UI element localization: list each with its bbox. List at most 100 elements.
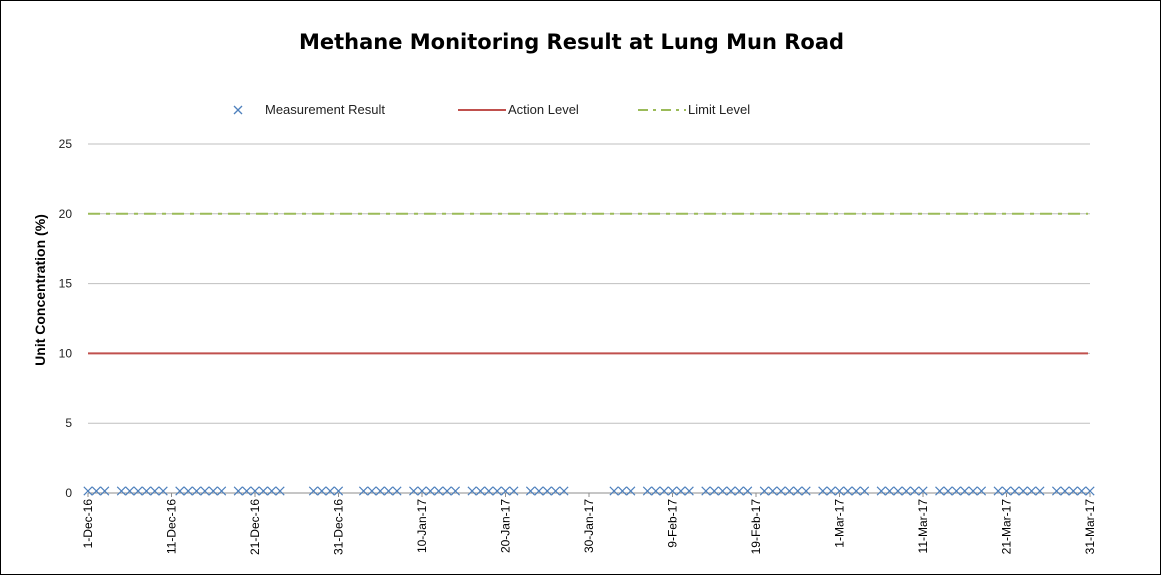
legend-solid-line-icon <box>458 109 506 111</box>
data-point-2017-02-15 <box>717 486 728 496</box>
data-point-2016-12-12 <box>175 486 185 496</box>
x-tick-label-11-Mar-17: 11-Mar-17 <box>916 499 930 554</box>
data-point-2016-12-28 <box>308 486 319 496</box>
x-tick-label-30-Jan-17: 30-Jan-17 <box>582 499 596 553</box>
data-point-2017-02-09 <box>667 486 678 496</box>
data-point-2017-03-13 <box>935 486 945 496</box>
data-point-2017-03-24 <box>1026 486 1037 496</box>
data-point-2016-12-24 <box>275 486 285 496</box>
data-point-2017-03-04 <box>859 486 870 496</box>
y-tick-label-15: 15 <box>59 277 73 291</box>
data-point-2017-03-07 <box>884 486 895 496</box>
data-point-2017-03-10 <box>910 486 920 496</box>
legend-x-marker-icon <box>233 105 243 115</box>
data-point-2016-12-02 <box>91 486 101 496</box>
y-tick-label-10: 10 <box>59 346 73 360</box>
data-point-2017-03-25 <box>1035 486 1045 496</box>
data-point-2016-12-06 <box>125 486 135 496</box>
data-point-2017-01-20 <box>500 486 511 496</box>
data-point-2017-01-25 <box>542 486 552 496</box>
data-point-2017-03-08 <box>893 486 903 496</box>
data-point-2016-12-15 <box>200 486 210 496</box>
legend-label-action: Action Level <box>508 102 579 117</box>
data-point-2017-03-22 <box>1010 486 1020 496</box>
data-point-2017-01-19 <box>492 486 502 496</box>
data-point-2017-03-06 <box>876 486 886 496</box>
data-point-2017-01-03 <box>358 486 369 496</box>
legend-label-limit: Limit Level <box>688 102 751 117</box>
data-point-2017-03-11 <box>918 486 928 496</box>
data-point-2017-01-23 <box>525 486 536 496</box>
data-point-2017-03-29 <box>1068 486 1078 496</box>
y-tick-label-25: 25 <box>59 137 73 151</box>
data-point-2017-01-27 <box>559 486 569 496</box>
data-point-2017-01-06 <box>383 486 394 496</box>
data-point-2017-02-25 <box>801 486 811 496</box>
data-point-2017-03-30 <box>1077 486 1087 496</box>
data-point-2017-01-24 <box>534 486 544 496</box>
data-point-2016-12-23 <box>267 486 277 496</box>
x-tick-label-21-Dec-16: 21-Dec-16 <box>248 499 262 555</box>
data-point-2017-03-31 <box>1085 486 1095 496</box>
x-tick-label-10-Jan-17: 10-Jan-17 <box>415 499 429 553</box>
x-tick-label-1-Mar-17: 1-Mar-17 <box>833 499 847 548</box>
data-point-2016-12-19 <box>233 486 243 496</box>
data-point-2017-01-12 <box>434 486 444 496</box>
data-point-2016-12-01 <box>83 486 93 496</box>
data-point-2017-03-23 <box>1018 486 1028 496</box>
data-point-2016-12-22 <box>258 486 268 496</box>
data-point-2017-02-18 <box>743 486 753 496</box>
x-tick-label-21-Mar-17: 21-Mar-17 <box>1000 499 1014 555</box>
data-point-2017-03-14 <box>943 486 953 496</box>
legend-dashdot-line-icon <box>638 109 686 111</box>
data-point-2017-01-05 <box>375 486 385 496</box>
legend-label-measurement: Measurement Result <box>265 102 385 117</box>
data-point-2016-12-31 <box>333 486 344 496</box>
data-point-2017-02-06 <box>642 486 653 496</box>
data-point-2017-01-16 <box>467 486 477 496</box>
data-point-2017-02-13 <box>701 486 711 496</box>
x-tick-label-31-Mar-17: 31-Mar-17 <box>1083 499 1097 555</box>
data-point-2017-01-07 <box>392 486 402 496</box>
data-point-2017-02-14 <box>709 486 719 496</box>
data-point-2017-03-03 <box>851 486 861 496</box>
data-point-2017-02-21 <box>768 486 778 496</box>
data-point-2016-12-05 <box>116 486 127 496</box>
data-point-2017-02-24 <box>793 486 803 496</box>
data-point-2017-01-26 <box>550 486 561 496</box>
data-point-2017-02-08 <box>659 486 669 496</box>
data-point-2017-03-15 <box>951 486 962 496</box>
x-tick-label-31-Dec-16: 31-Dec-16 <box>332 499 346 555</box>
data-point-2017-03-01 <box>834 486 845 496</box>
data-point-2017-01-10 <box>417 486 427 496</box>
y-tick-label-0: 0 <box>65 486 72 500</box>
data-point-2016-12-14 <box>191 486 202 496</box>
data-point-2016-12-03 <box>100 486 110 496</box>
data-point-2017-02-27 <box>818 486 828 496</box>
data-point-2017-01-17 <box>475 486 486 496</box>
y-tick-label-20: 20 <box>59 207 73 221</box>
data-point-2017-02-28 <box>826 486 836 496</box>
data-point-2016-12-08 <box>141 486 152 496</box>
data-point-2017-02-04 <box>626 486 636 496</box>
data-point-2016-12-21 <box>250 486 260 496</box>
data-point-2017-03-09 <box>901 486 911 496</box>
data-point-2017-01-09 <box>409 486 419 496</box>
x-tick-label-9-Feb-17: 9-Feb-17 <box>666 499 680 548</box>
data-point-2016-12-10 <box>158 486 168 496</box>
data-point-2017-02-16 <box>726 486 736 496</box>
x-tick-label-19-Feb-17: 19-Feb-17 <box>749 499 763 555</box>
data-point-2016-12-16 <box>208 486 218 496</box>
data-point-2017-03-28 <box>1060 486 1070 496</box>
data-point-2017-01-21 <box>509 486 519 496</box>
data-point-2017-02-17 <box>734 486 744 496</box>
data-point-2017-01-11 <box>425 486 435 496</box>
data-point-2016-12-29 <box>317 486 327 496</box>
chart-title: Methane Monitoring Result at Lung Mun Ro… <box>298 30 845 54</box>
data-point-2017-03-02 <box>843 486 853 496</box>
data-point-2017-02-22 <box>776 486 786 496</box>
data-point-2017-01-04 <box>367 486 377 496</box>
data-point-2016-12-30 <box>325 486 335 496</box>
y-tick-label-5: 5 <box>65 416 72 430</box>
